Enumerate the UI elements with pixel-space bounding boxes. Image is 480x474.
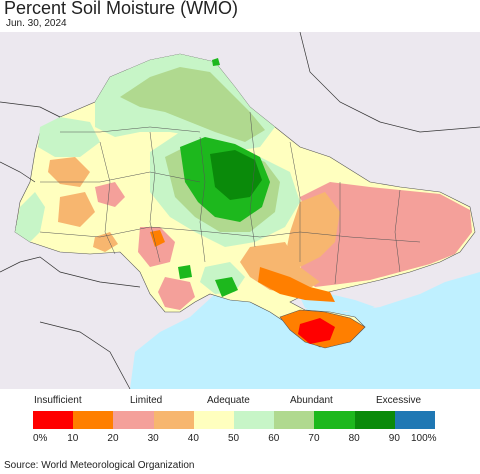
country-borders [0,32,480,389]
legend-insufficient: Insufficient [34,395,82,406]
legend-tick-label: 10 [67,433,79,444]
legend-tick-label: 100% [411,433,437,444]
legend-ticks: 0% 10 20 30 40 50 60 70 80 90 100% [0,433,480,447]
legend-tick-label: 90 [388,433,400,444]
legend-swatch-3 [153,411,194,429]
crimea-insufficient [298,318,335,344]
map-date: Jun. 30, 2024 [6,18,67,29]
northeast-green-dot [212,58,220,66]
east-orange [285,192,340,267]
legend-swatch-6 [274,411,315,429]
legend-color-bar [33,411,436,429]
legend-swatch-7 [314,411,355,429]
legend-tick-label: 60 [268,433,280,444]
legend-swatch-2 [113,411,154,429]
legend-tick-label: 70 [308,433,320,444]
legend-swatch-1 [73,411,114,429]
west-green-band [38,117,100,157]
legend-tick-label: 50 [228,433,240,444]
west-limited-1 [95,182,125,207]
south-dark-orange [258,267,335,302]
legend-swatch-8 [354,411,395,429]
oblast-borders [39,111,421,285]
legend-category-labels: Insufficient Limited Adequate Abundant E… [0,395,480,409]
legend-excessive: Excessive [376,395,422,406]
central-excessive [210,150,262,200]
south-green [215,277,238,297]
legend-tick-label: 0% [33,433,48,444]
north-medium-green [120,67,265,142]
legend-swatch-9 [394,411,436,429]
southwest-orange [150,230,165,247]
legend-limited: Limited [130,395,163,406]
legend-tick-label: 30 [147,433,159,444]
legend-swatch-4 [193,411,235,429]
map-title: Percent Soil Moisture (WMO) [4,0,239,18]
west-orange-1 [48,157,90,187]
west-light-green [15,192,45,242]
legend-tick-label: 80 [348,433,360,444]
soil-moisture-map [0,32,480,389]
legend-abundant: Abundant [290,395,333,406]
odesa-limited [158,277,195,310]
source-credit: Source: World Meteorological Organizatio… [4,460,195,471]
legend-swatch-5 [234,411,275,429]
legend-swatch-0 [33,411,74,429]
legend-tick-label: 40 [187,433,199,444]
east-limited [300,182,472,287]
odesa-green [178,265,192,279]
legend-adequate: Adequate [207,395,250,406]
legend-tick-label: 20 [107,433,119,444]
west-orange-2 [58,192,95,227]
